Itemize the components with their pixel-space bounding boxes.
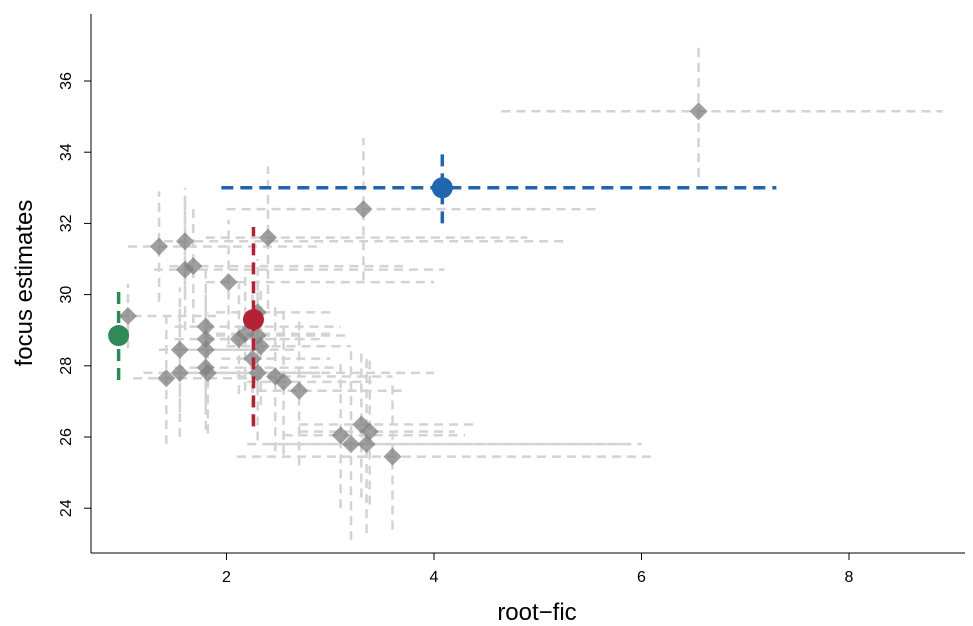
data-point — [383, 447, 402, 466]
data-point — [196, 330, 215, 349]
y-tick-label: 36 — [58, 72, 75, 90]
highlight-point — [431, 177, 453, 199]
x-axis-title: root−fic — [497, 599, 576, 626]
data-point — [354, 200, 373, 219]
data-point — [157, 369, 176, 388]
y-tick-label: 30 — [58, 286, 75, 304]
highlight-point — [108, 325, 130, 347]
data-point — [290, 381, 309, 400]
data-point — [118, 306, 137, 325]
y-tick-label: 28 — [58, 357, 75, 375]
data-point — [357, 435, 376, 454]
highlight-estimates — [108, 152, 777, 427]
background-points — [118, 102, 708, 466]
data-point — [342, 435, 360, 454]
data-point — [150, 237, 169, 256]
data-point — [229, 330, 248, 349]
data-point — [331, 426, 350, 445]
data-point — [196, 340, 215, 359]
x-tick-label: 6 — [637, 569, 646, 586]
y-tick-label: 32 — [58, 214, 75, 232]
data-point — [196, 317, 215, 336]
data-point — [176, 232, 194, 251]
y-tick-label: 26 — [58, 428, 75, 446]
data-point — [360, 422, 379, 441]
y-axis-ticks: 24 26 28 30 32 34 36 — [58, 72, 91, 517]
data-point — [274, 372, 293, 391]
data-point — [689, 102, 708, 121]
data-point — [170, 363, 189, 382]
y-axis-title: focus estimates — [11, 200, 38, 367]
x-tick-label: 2 — [222, 569, 231, 586]
x-tick-label: 8 — [845, 569, 854, 586]
data-point — [259, 228, 277, 247]
background-intervals — [117, 41, 943, 541]
data-point — [198, 363, 217, 382]
data-point — [219, 273, 238, 292]
x-axis-ticks: 2 4 6 8 — [222, 553, 854, 586]
data-point — [251, 337, 270, 356]
highlight-point — [242, 309, 264, 331]
y-tick-label: 34 — [58, 143, 75, 161]
data-point — [170, 340, 189, 359]
x-tick-label: 4 — [430, 569, 439, 586]
data-point — [184, 257, 203, 276]
y-tick-label: 24 — [58, 499, 75, 517]
